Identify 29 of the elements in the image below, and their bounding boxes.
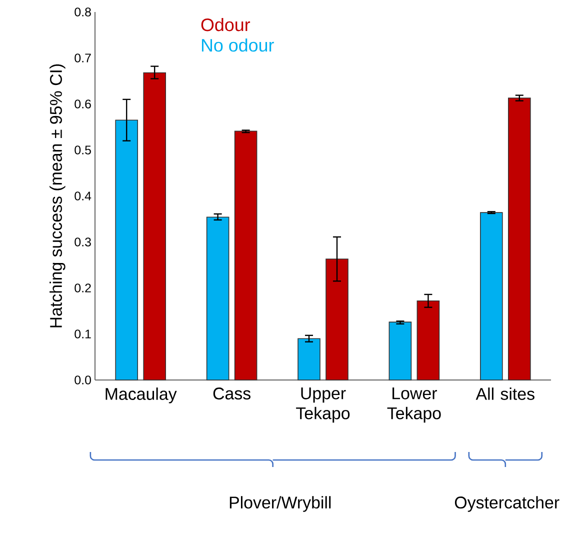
y-axis-title: Hatching success (mean ± 95% CI)	[50, 64, 66, 328]
y-tick-label: 0.7	[74, 54, 91, 62]
y-tick-label: 0.4	[74, 192, 92, 200]
y-tick-label: 0.6	[74, 100, 91, 108]
y-tick-label: 0.0	[74, 376, 91, 384]
x-tick-label: Cass	[213, 388, 250, 400]
y-tick-label: 0.5	[74, 146, 91, 154]
bar	[143, 72, 166, 380]
bar	[115, 120, 138, 380]
bar	[298, 338, 320, 380]
y-tick-label: 0.2	[74, 284, 91, 292]
bar	[508, 98, 531, 380]
text: Plover/Wrybill	[230, 496, 331, 512]
x-tick-label: Upper Tekapo	[296, 388, 350, 423]
y-tick-label: 0.3	[74, 238, 91, 246]
x-tick-label: All sites	[476, 388, 534, 400]
y-tick-label: 0.1	[74, 330, 91, 338]
bar	[206, 216, 230, 380]
bar	[388, 322, 412, 380]
bar	[480, 212, 503, 380]
bar	[416, 300, 440, 380]
x-tick-label: Macaulay	[106, 388, 177, 404]
text: No odour	[202, 38, 274, 52]
text: Odour	[201, 18, 250, 32]
x-tick-label: Lower Tekapo	[387, 388, 441, 423]
bar	[234, 130, 258, 380]
text: Oystercatcher	[454, 496, 560, 512]
y-tick-label: 0.8	[74, 8, 91, 16]
bar	[326, 258, 348, 380]
